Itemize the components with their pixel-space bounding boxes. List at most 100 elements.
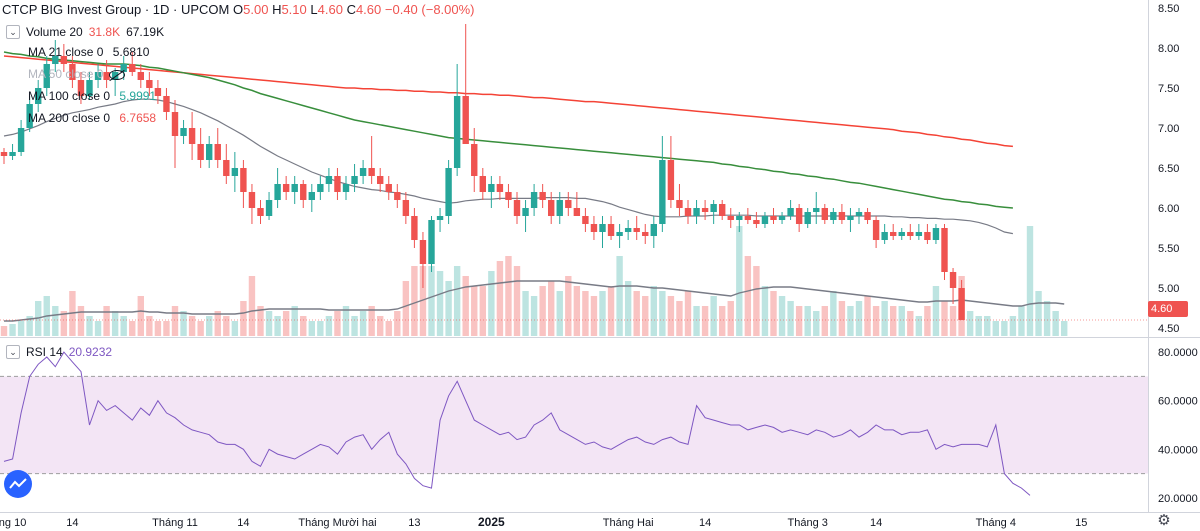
volume-bar [206, 316, 213, 336]
candle-body [291, 184, 298, 192]
candle-body [428, 220, 435, 264]
volume-bar [428, 266, 435, 336]
volume-bar [966, 311, 974, 336]
volume-bar [607, 286, 615, 336]
ma50-legend[interactable]: MA 50 close 0 [28, 66, 125, 82]
volume-bar [949, 306, 957, 336]
volume-bar [701, 306, 709, 336]
candle-body [146, 80, 153, 88]
volume-bar [146, 316, 153, 336]
candle-body [607, 224, 615, 236]
candle-body [231, 168, 239, 176]
volume-bar [129, 321, 136, 336]
rsi-tick-label: 20.0000 [1158, 493, 1198, 505]
volume-bar [154, 321, 162, 336]
candle-body [43, 64, 50, 88]
candle-body [377, 176, 384, 184]
rsi-tick-label: 80.0000 [1158, 347, 1198, 359]
candle-body [180, 128, 187, 136]
candle-body [26, 104, 33, 128]
volume-bar [770, 291, 777, 336]
volume-bar [9, 324, 16, 336]
volume-bar [642, 296, 649, 336]
volume-bar [411, 266, 418, 336]
candle-body [761, 216, 769, 224]
volume-bar [539, 286, 546, 336]
candle-body [479, 176, 486, 192]
interval-label[interactable]: 1D [152, 2, 170, 17]
candle-body [471, 144, 478, 176]
candle-body [248, 192, 256, 208]
volume-bar [0, 326, 8, 336]
candlestick-series [0, 24, 1148, 321]
volume-bar [496, 261, 504, 336]
volume-bar [684, 291, 692, 336]
ma200-legend[interactable]: MA 200 close 0 6.7658 [28, 110, 156, 126]
volume-bar [419, 266, 427, 336]
candle-body [402, 200, 410, 216]
volume-bar [941, 301, 948, 336]
volume-bar [60, 311, 68, 336]
candle-body [171, 112, 179, 136]
volume-bar [710, 296, 717, 336]
candle-body [804, 212, 811, 224]
rsi-legend[interactable]: ⌄ RSI 14 20.9232 [6, 344, 112, 360]
candle-body [650, 224, 657, 236]
eye-off-icon[interactable] [108, 69, 125, 80]
candle-body [325, 176, 333, 184]
candle-body [197, 144, 204, 160]
chevron-down-icon[interactable]: ⌄ [6, 25, 20, 39]
chevron-down-icon[interactable]: ⌄ [6, 345, 20, 359]
high-value: 5.10 [281, 2, 307, 17]
volume-legend[interactable]: ⌄ Volume 20 31.8K 67.19K [6, 24, 164, 40]
ma200-label: MA 200 close 0 [28, 111, 111, 125]
candle-body [847, 216, 854, 220]
low-value: 4.60 [317, 2, 343, 17]
volume-bar [1061, 321, 1068, 336]
volume-bar [1026, 226, 1034, 336]
close-value: 4.60 [355, 2, 382, 17]
volume-bar [872, 306, 880, 336]
candle-body [206, 144, 213, 160]
volume-bar [462, 276, 469, 336]
volume-bar [479, 286, 486, 336]
volume-bar [359, 311, 367, 336]
candle-body [855, 212, 863, 216]
candle-body [633, 228, 640, 232]
rsi-tick-label: 60.0000 [1158, 396, 1198, 408]
candle-body [949, 272, 957, 288]
candle-body [744, 216, 752, 220]
tradingview-logo-icon[interactable] [4, 470, 32, 498]
volume-bar [291, 306, 298, 336]
volume-bar [52, 306, 59, 336]
volume-value: 31.8K [88, 25, 121, 39]
time-tick-label: 14 [66, 517, 78, 529]
candle-body [616, 232, 623, 236]
candle-body [907, 232, 914, 236]
high-label: H [272, 2, 282, 17]
price-tick-label: 8.50 [1158, 3, 1179, 15]
ma21-legend[interactable]: MA 21 close 0 5.6810 [28, 44, 149, 60]
ma100-legend[interactable]: MA 100 close 0 5.9991 [28, 88, 156, 104]
ma100-label: MA 100 close 0 [28, 89, 111, 103]
candle-body [701, 208, 709, 212]
volume-bar [334, 311, 341, 336]
symbol-name[interactable]: CTCP BIG Invest Group [2, 2, 142, 17]
gear-icon[interactable]: ⚙ [1157, 512, 1171, 529]
volume-bar [804, 306, 811, 336]
volume-bar [308, 321, 315, 336]
volume-bar [667, 296, 675, 336]
candle-body [736, 216, 743, 220]
time-tick-label: Tháng Mười hai [298, 517, 376, 529]
time-tick-label: 14 [870, 517, 882, 529]
volume-bar [1001, 321, 1008, 336]
candle-body [445, 168, 452, 216]
volume-bar [616, 256, 623, 336]
volume-bar [17, 321, 25, 336]
open-value: 5.00 [243, 2, 269, 17]
candle-body [9, 152, 16, 156]
rsi-line [3, 351, 1031, 496]
volume-bar [86, 316, 93, 336]
